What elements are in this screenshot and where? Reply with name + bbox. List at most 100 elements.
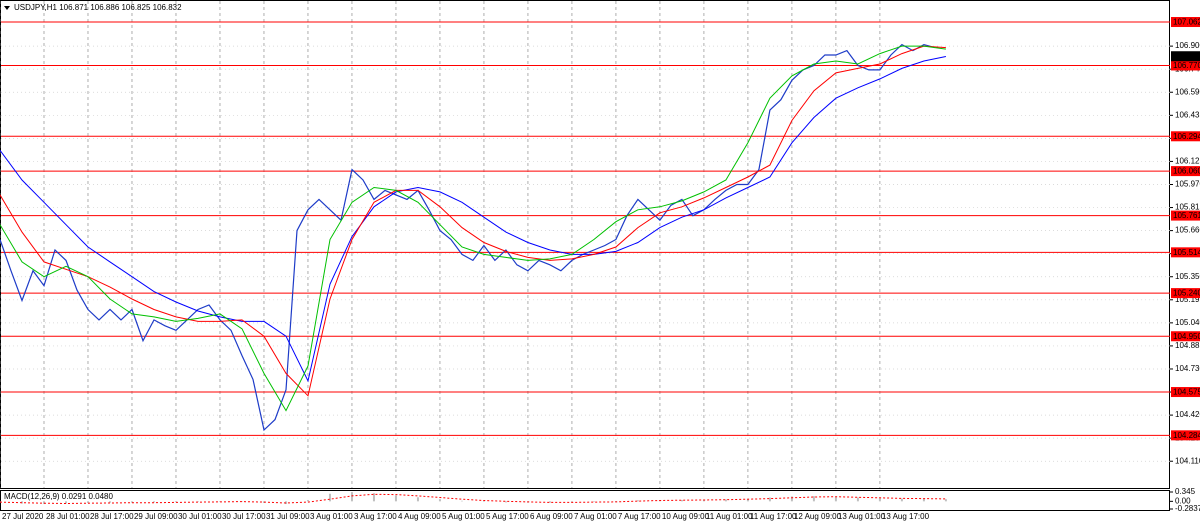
last-price-label: 106.832 bbox=[1173, 52, 1200, 61]
macd-bar bbox=[746, 498, 749, 502]
price-line bbox=[0, 43, 936, 432]
last-price-box bbox=[1171, 51, 1200, 62]
macd-bar bbox=[878, 498, 881, 502]
y-tick-label: 104.420 bbox=[1175, 410, 1200, 419]
x-tick-label: 7 Aug 17:00 bbox=[618, 512, 661, 521]
macd-bar bbox=[790, 496, 793, 502]
menu-arrow[interactable] bbox=[4, 6, 10, 10]
macd-bar bbox=[64, 501, 67, 504]
level-label: 104.575 bbox=[1173, 388, 1200, 397]
level-label: 106.060 bbox=[1173, 167, 1200, 176]
macd-bar bbox=[834, 496, 837, 502]
level-label: 104.284 bbox=[1173, 431, 1200, 440]
macd-bar bbox=[152, 501, 155, 503]
level-label: 107.062 bbox=[1173, 18, 1200, 27]
y-tick-label: 105.970 bbox=[1175, 180, 1200, 189]
x-tick-label: 31 Jul 09:00 bbox=[266, 512, 310, 521]
level-label-box bbox=[1171, 60, 1200, 71]
y-tick-label: 106.900 bbox=[1175, 41, 1200, 50]
x-tick-label: 13 Aug 01:00 bbox=[838, 512, 886, 521]
macd-bar bbox=[86, 501, 89, 503]
x-tick-label: 3 Aug 01:00 bbox=[310, 512, 353, 521]
macd-bar bbox=[372, 493, 375, 502]
level-label-box bbox=[1171, 430, 1200, 441]
x-tick-label: 11 Aug 01:00 bbox=[706, 512, 753, 521]
main-frame bbox=[0, 0, 1170, 489]
y-tick-label: 105.195 bbox=[1175, 295, 1200, 304]
y-tick-label: 105.660 bbox=[1175, 226, 1200, 235]
macd-bar bbox=[702, 499, 705, 502]
macd-bar bbox=[768, 497, 771, 502]
y-tick-label: 104.885 bbox=[1175, 341, 1200, 350]
level-label: 106.770 bbox=[1173, 61, 1200, 70]
moving-average bbox=[0, 56, 947, 383]
macd-bar bbox=[306, 499, 309, 502]
y-tick-label: 106.435 bbox=[1175, 110, 1200, 119]
level-label: 105.761 bbox=[1173, 211, 1200, 220]
x-tick-label: 30 Jul 01:00 bbox=[178, 512, 222, 521]
macd-bar bbox=[922, 498, 925, 502]
macd-bar bbox=[350, 492, 353, 502]
x-tick-label: 5 Aug 17:00 bbox=[486, 512, 529, 521]
moving-average bbox=[0, 45, 946, 397]
macd-bar bbox=[724, 499, 727, 502]
macd-title: MACD(12,26,9) 0.0291 0.0480 bbox=[4, 492, 114, 501]
level-label-box bbox=[1171, 166, 1200, 177]
x-tick-label: 27 Jul 2020 bbox=[2, 512, 44, 521]
y-tick-label: 106.125 bbox=[1175, 157, 1200, 166]
macd-bar bbox=[460, 500, 463, 502]
x-tick-label: 10 Aug 09:00 bbox=[662, 512, 710, 521]
macd-bar bbox=[42, 501, 45, 505]
level-label-box bbox=[1171, 17, 1200, 28]
y-tick-label: 0.00 bbox=[1175, 496, 1191, 505]
macd-bar bbox=[592, 501, 595, 502]
x-tick-label: 7 Aug 01:00 bbox=[574, 512, 617, 521]
y-tick-label: 105.040 bbox=[1175, 318, 1200, 327]
level-label-box bbox=[1171, 387, 1200, 398]
macd-bar bbox=[438, 499, 441, 502]
macd-frame bbox=[0, 490, 1170, 511]
macd-bar bbox=[548, 501, 551, 503]
macd-bar bbox=[614, 501, 617, 502]
x-tick-label: 28 Jul 01:00 bbox=[46, 512, 90, 521]
y-tick-label: 0.345 bbox=[1175, 487, 1196, 496]
macd-bar bbox=[812, 496, 815, 502]
symbol-title: USDJPY,H1 106.871 106.886 106.825 106.83… bbox=[14, 3, 182, 12]
macd-signal bbox=[0, 493, 946, 505]
macd-bar bbox=[174, 501, 177, 503]
macd-bar bbox=[284, 501, 287, 505]
y-tick-label: 106.590 bbox=[1175, 87, 1200, 96]
macd-bar bbox=[900, 498, 903, 502]
moving-average bbox=[0, 45, 946, 412]
y-tick-label: -0.2837 bbox=[1175, 504, 1200, 513]
level-label-box bbox=[1171, 247, 1200, 258]
x-tick-label: 13 Aug 17:00 bbox=[882, 512, 930, 521]
y-tick-label: 105.815 bbox=[1175, 203, 1200, 212]
x-tick-label: 11 Aug 17:00 bbox=[750, 512, 797, 521]
x-tick-label: 6 Aug 09:00 bbox=[530, 512, 573, 521]
macd-bar bbox=[944, 499, 947, 502]
macd-bar bbox=[680, 499, 683, 502]
level-label: 104.950 bbox=[1173, 332, 1200, 341]
x-tick-label: 30 Jul 17:00 bbox=[222, 512, 266, 521]
y-tick-label: 105.350 bbox=[1175, 272, 1200, 281]
macd-bar bbox=[504, 501, 507, 503]
level-label: 105.514 bbox=[1173, 248, 1200, 257]
macd-bar bbox=[240, 501, 243, 502]
x-tick-label: 5 Aug 01:00 bbox=[442, 512, 485, 521]
level-label-box bbox=[1171, 331, 1200, 342]
x-tick-label: 12 Aug 09:00 bbox=[794, 512, 842, 521]
macd-bar bbox=[636, 500, 639, 502]
y-tick-label: 104.110 bbox=[1175, 456, 1200, 465]
x-tick-label: 28 Jul 17:00 bbox=[90, 512, 134, 521]
macd-bar bbox=[416, 497, 419, 502]
macd-bar bbox=[394, 495, 397, 502]
x-tick-label: 3 Aug 17:00 bbox=[354, 512, 397, 521]
level-label: 106.294 bbox=[1173, 132, 1200, 141]
x-tick-label: 29 Jul 09:00 bbox=[134, 512, 178, 521]
level-label-box bbox=[1171, 288, 1200, 299]
macd-bar bbox=[108, 501, 111, 503]
